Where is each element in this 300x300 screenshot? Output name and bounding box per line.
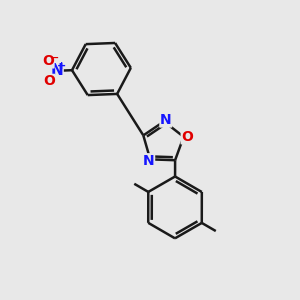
Text: N: N [160,113,172,127]
Text: +: + [57,61,66,71]
Text: N: N [143,154,154,168]
Text: O: O [43,74,55,88]
Text: N: N [50,63,63,78]
Text: O: O [181,130,193,144]
Text: −: − [50,53,59,63]
Text: O: O [42,54,54,68]
